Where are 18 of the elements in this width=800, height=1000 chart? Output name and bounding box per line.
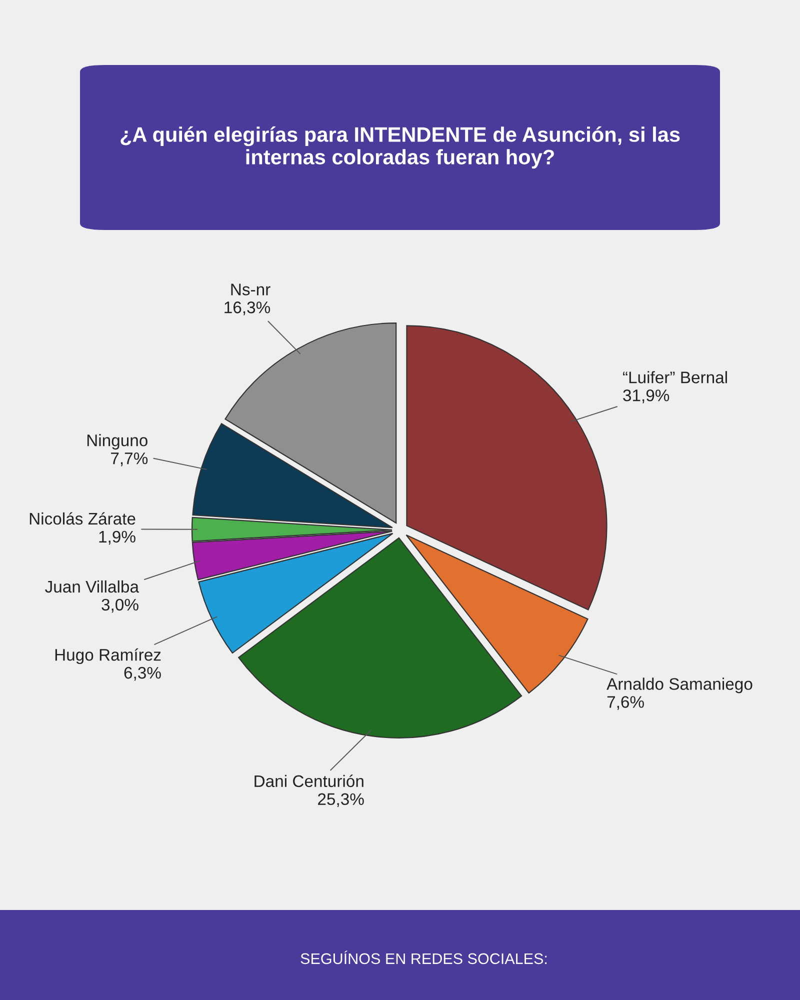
data-label: 7,7%: [111, 452, 148, 466]
slice-label: Juan Villalba: [45, 580, 139, 593]
slice-label: Dani Centurión: [254, 774, 364, 788]
data-label: 3,0%: [102, 598, 138, 613]
slice-label: “Luifer” Bernal: [623, 371, 727, 384]
slice-label: Ns-nr: [231, 284, 270, 296]
slice-label: Arnaldo Samaniego: [606, 678, 752, 694]
chart-title: ¿A quién elegirías para INTENDENTE de Asunción, si las internas coloradas fueran hoy?: [120, 126, 680, 169]
slice-label: Ninguno: [87, 434, 148, 450]
text: SEGUÍNOS EN REDES SOCIALES:: [300, 950, 547, 964]
slice-label: Nicolás Zárate: [30, 512, 136, 525]
slice-label: Hugo Ramírez: [55, 648, 161, 664]
data-label: 31,9%: [623, 389, 670, 404]
data-label: 7,6%: [607, 696, 644, 710]
data-label: 16,3%: [224, 302, 270, 316]
data-label: 25,3%: [318, 793, 364, 808]
data-label: 1,9%: [99, 530, 136, 545]
data-label: 6,3%: [124, 666, 161, 681]
